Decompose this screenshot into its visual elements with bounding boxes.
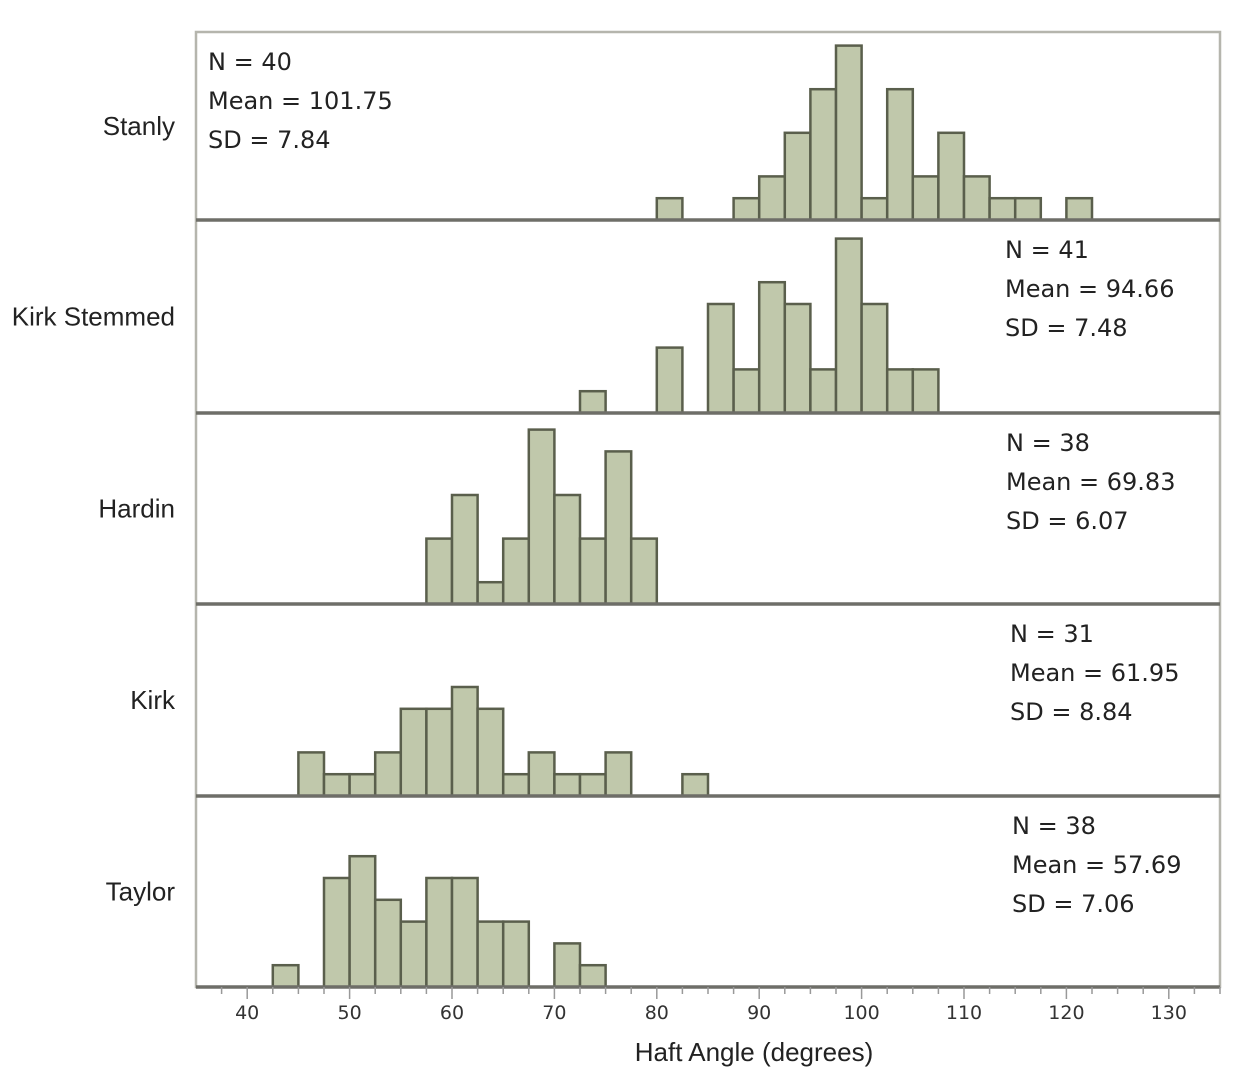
histogram-bar: [629, 537, 659, 606]
histogram-bar: [425, 876, 454, 989]
histogram-bar: [834, 237, 863, 415]
histogram-bar: [578, 963, 607, 989]
histogram-bar: [450, 685, 479, 798]
stat-label: Mean = 94.66: [1005, 275, 1174, 303]
histogram-bar: [962, 175, 991, 222]
histogram-bar: [373, 898, 403, 989]
histogram-bar: [553, 772, 582, 798]
panel-kirk-stemmed: Kirk Stemmed N = 41 Mean = 94.66 SD = 7.48: [12, 236, 1220, 415]
stat-label: Mean = 101.75: [208, 87, 393, 115]
histogram-bar: [450, 493, 479, 606]
histogram-bar: [757, 280, 787, 415]
histogram-bar: [476, 920, 505, 989]
x-axis: 40 50 60 70 80 90 100 110 120 130: [220, 987, 1221, 1024]
x-tick-label: 80: [645, 1002, 669, 1024]
histogram-bar: [860, 196, 889, 222]
histogram-bar: [527, 428, 556, 606]
stat-label: SD = 7.84: [208, 126, 331, 154]
histogram-bar: [706, 302, 735, 415]
stat-label: N = 38: [1012, 812, 1096, 840]
histogram-bar: [604, 450, 633, 606]
histogram-bar: [757, 175, 787, 222]
histogram-bar: [373, 751, 403, 798]
x-axis-label: Haft Angle (degrees): [635, 1037, 873, 1067]
stat-label: Mean = 69.83: [1006, 468, 1175, 496]
stat-label: SD = 6.07: [1006, 507, 1129, 535]
histogram-bar: [501, 772, 531, 798]
histogram-bar: [450, 876, 479, 989]
histogram-bar: [1013, 196, 1043, 222]
x-tick-label: 70: [542, 1002, 566, 1024]
stat-label: Mean = 61.95: [1010, 659, 1179, 687]
panels: Stanly N = 40 Mean = 101.75 SD = 7.84 Kirk S…: [12, 30, 1222, 989]
histogram-bar: [885, 368, 915, 415]
panel-kirk: Kirk N = 31 Mean = 61.95 SD = 8.84: [130, 620, 1220, 798]
histogram-bar: [911, 175, 940, 222]
histogram-bar: [399, 707, 428, 798]
histogram-bar: [322, 876, 351, 989]
histogram-bar: [476, 580, 505, 606]
histogram-bar: [527, 751, 556, 798]
histogram-bar: [604, 751, 633, 798]
histogram-bar: [553, 493, 582, 606]
group-label: Kirk Stemmed: [12, 302, 175, 332]
histogram-bar: [809, 87, 838, 222]
histogram-bar: [937, 131, 966, 222]
group-label: Hardin: [98, 494, 175, 524]
panel-hardin: Hardin N = 38 Mean = 69.83 SD = 6.07: [98, 428, 1220, 606]
stat-label: N = 31: [1010, 620, 1094, 648]
histogram-bar: [783, 302, 812, 415]
histogram-bar: [271, 963, 300, 989]
histogram-bar: [809, 368, 838, 415]
histogram-bar: [834, 44, 863, 222]
x-tick-label: 90: [747, 1002, 771, 1024]
x-tick-label: 60: [440, 1002, 464, 1024]
histogram-bar: [501, 920, 531, 989]
stat-label: N = 41: [1005, 236, 1089, 264]
histogram-bar: [988, 196, 1017, 222]
histogram-bar: [578, 389, 607, 415]
panel-taylor: Taylor N = 38 Mean = 57.69 SD = 7.06: [106, 812, 1220, 989]
histogram-bar: [553, 942, 582, 989]
x-tick-label: 40: [235, 1002, 259, 1024]
x-tick-label: 100: [843, 1002, 879, 1024]
histogram-bar: [681, 772, 710, 798]
histogram-bar: [399, 920, 428, 989]
histogram-bar: [783, 131, 812, 222]
histogram-bar: [501, 537, 531, 606]
histogram-bar: [476, 707, 505, 798]
histogram-bar: [655, 346, 684, 415]
histogram-bar: [425, 707, 454, 798]
x-tick-label: 50: [338, 1002, 362, 1024]
histogram-bar: [425, 537, 454, 606]
histogram-bar: [732, 196, 761, 222]
x-tick-label: 130: [1151, 1002, 1187, 1024]
stat-label: Mean = 57.69: [1012, 851, 1181, 879]
group-label: Stanly: [103, 111, 175, 141]
stat-label: SD = 7.06: [1012, 890, 1135, 918]
histogram-bar: [578, 537, 607, 606]
histogram-bar: [732, 368, 761, 415]
group-label: Taylor: [106, 877, 176, 907]
histogram-bar: [348, 854, 377, 989]
x-tick-label: 110: [946, 1002, 982, 1024]
histogram-bar: [860, 302, 889, 415]
histogram-bar: [578, 772, 607, 798]
histogram-bar: [322, 772, 351, 798]
stat-label: SD = 8.84: [1010, 698, 1133, 726]
histogram-bar: [655, 196, 684, 222]
x-tick-label: 120: [1048, 1002, 1084, 1024]
histogram-bar: [911, 368, 940, 415]
histogram-bar: [885, 87, 915, 222]
stat-label: N = 40: [208, 48, 292, 76]
histogram-bar: [1065, 196, 1094, 222]
histogram-bar: [348, 772, 377, 798]
stat-label: N = 38: [1006, 429, 1090, 457]
stat-label: SD = 7.48: [1005, 314, 1128, 342]
panel-stanly: Stanly N = 40 Mean = 101.75 SD = 7.84: [103, 44, 1220, 222]
group-label: Kirk: [130, 685, 176, 715]
histogram-bar: [297, 751, 326, 798]
